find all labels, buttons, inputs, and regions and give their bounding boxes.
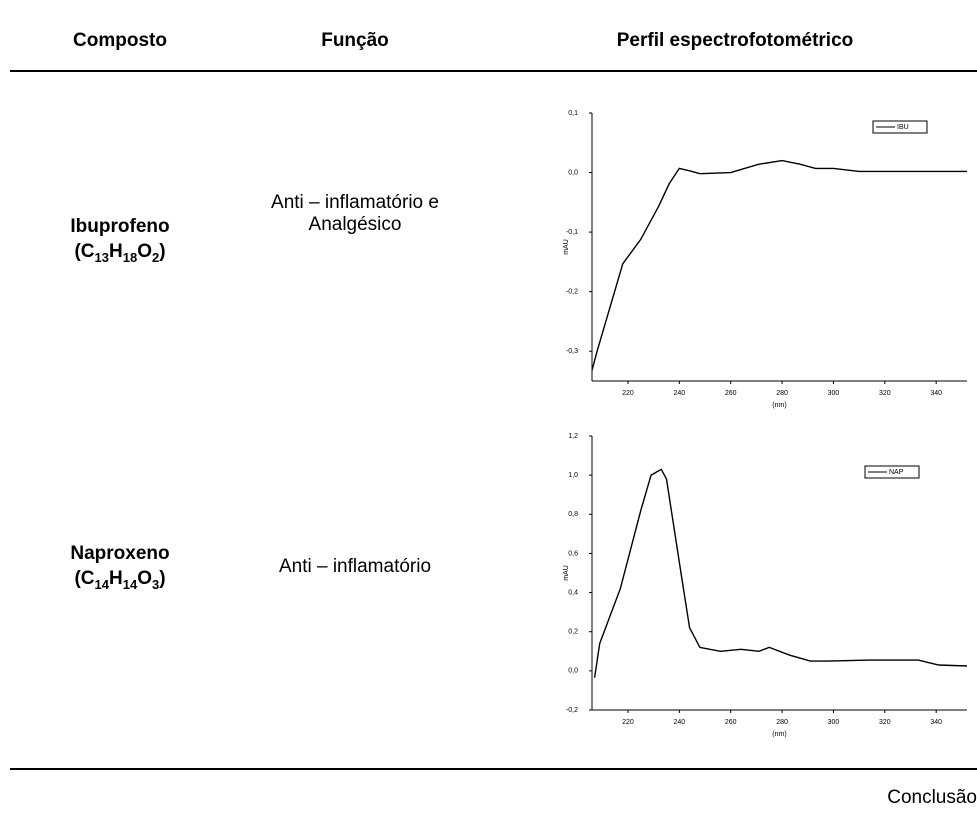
compound-name: Ibuprofeno bbox=[70, 216, 170, 237]
subscript: 14 bbox=[94, 576, 109, 592]
x-tick-label: 240 bbox=[673, 390, 685, 397]
y-axis-label: mAU bbox=[563, 239, 570, 255]
function: Anti – inflamatório e Analgésico bbox=[271, 192, 439, 235]
y-tick-label: -0,3 bbox=[566, 348, 578, 355]
header: Função bbox=[321, 30, 389, 51]
legend-box bbox=[872, 120, 928, 134]
y-tick-label: -0,2 bbox=[566, 707, 578, 714]
y-tick-label: -0,2 bbox=[566, 289, 578, 296]
x-tick-label: 260 bbox=[725, 390, 737, 397]
formula-part: H bbox=[108, 241, 123, 262]
formula: (C13H18O2) bbox=[20, 241, 220, 265]
x-axis-label: (nm) bbox=[772, 402, 786, 409]
x-tick-label: 300 bbox=[828, 390, 840, 397]
formula-part: (C bbox=[74, 241, 95, 262]
formula-part: O bbox=[137, 568, 152, 589]
x-tick-label: 320 bbox=[879, 390, 891, 397]
x-tick-label: 280 bbox=[776, 719, 788, 726]
header: Composto bbox=[73, 30, 167, 51]
compound-name: Naproxeno bbox=[70, 543, 170, 564]
y-tick-label: 1,2 bbox=[568, 433, 578, 440]
x-tick-label: 220 bbox=[622, 719, 634, 726]
x-tick-label: 260 bbox=[725, 719, 737, 726]
header: Perfil espectrofotométrico bbox=[616, 30, 854, 51]
x-tick-label: 280 bbox=[776, 390, 788, 397]
y-tick-label: 0,8 bbox=[568, 511, 578, 518]
legend-label: NAP bbox=[889, 469, 904, 476]
y-axis-label: mAU bbox=[563, 565, 570, 581]
subscript: 3 bbox=[151, 576, 160, 592]
x-axis-label: (nm) bbox=[772, 731, 786, 738]
spectrum-line bbox=[593, 468, 968, 678]
y-tick-label: 0,4 bbox=[568, 589, 578, 596]
function: Anti – inflamatório bbox=[278, 556, 432, 577]
formula-part: H bbox=[108, 568, 123, 589]
y-tick-label: 0,0 bbox=[568, 668, 578, 675]
x-tick-label: 340 bbox=[930, 719, 942, 726]
y-tick-label: 0,6 bbox=[568, 550, 578, 557]
formula-part: (C bbox=[74, 568, 95, 589]
x-tick-label: 340 bbox=[930, 390, 942, 397]
formula-part: ) bbox=[159, 241, 166, 262]
legend-label: IBU bbox=[897, 124, 909, 131]
x-tick-label: 320 bbox=[879, 719, 891, 726]
footer: Conclusão bbox=[887, 787, 977, 808]
y-tick-label: 0,1 bbox=[568, 110, 578, 117]
formula: (C14H14O3) bbox=[20, 568, 220, 592]
legend-box bbox=[864, 465, 920, 479]
x-tick-label: 220 bbox=[622, 390, 634, 397]
subscript: 2 bbox=[151, 249, 160, 265]
y-tick-label: 0,0 bbox=[568, 169, 578, 176]
x-tick-label: 300 bbox=[828, 719, 840, 726]
y-tick-label: -0,1 bbox=[566, 229, 578, 236]
spectrum-line bbox=[591, 159, 967, 371]
y-tick-label: 1,0 bbox=[568, 472, 578, 479]
formula-part: ) bbox=[159, 568, 166, 589]
formula-part: O bbox=[137, 241, 152, 262]
subscript: 14 bbox=[122, 576, 138, 592]
subscript: 13 bbox=[94, 249, 109, 265]
y-tick-label: 0,2 bbox=[568, 629, 578, 636]
subscript: 18 bbox=[122, 249, 138, 265]
x-tick-label: 240 bbox=[673, 719, 685, 726]
